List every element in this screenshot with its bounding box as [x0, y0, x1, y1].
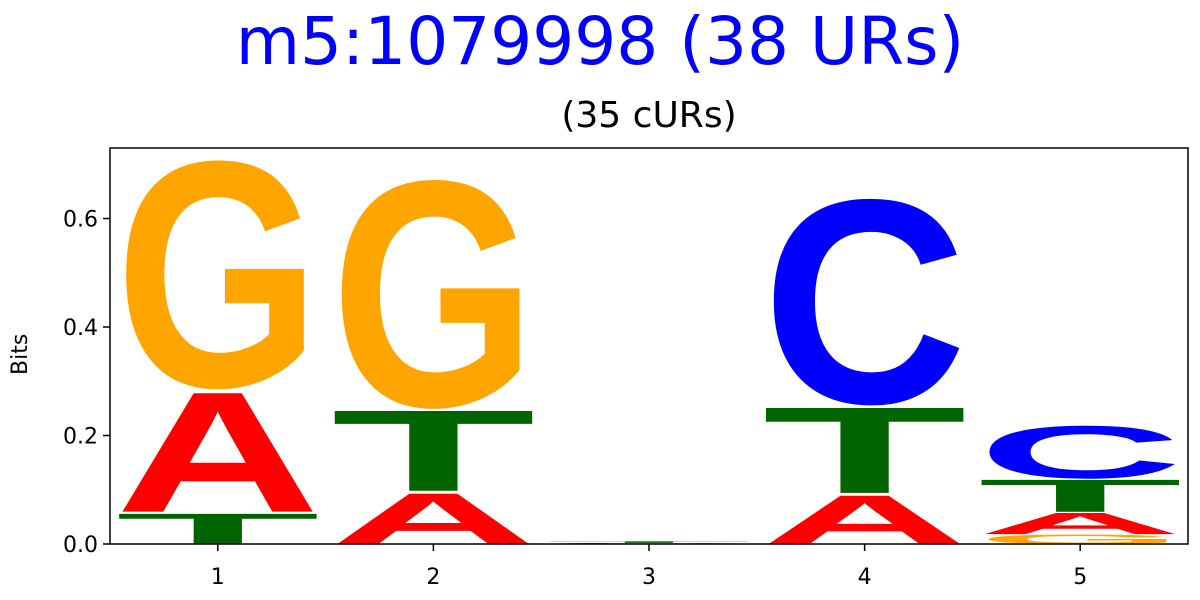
logo-letter-t: T	[547, 541, 752, 544]
logo-letter-t: T	[762, 381, 967, 519]
logo-letter-g: G	[115, 94, 320, 455]
x-tick-label: 1	[211, 565, 225, 590]
y-tick-label: 0.0	[63, 533, 98, 558]
x-tick-label: 5	[1073, 565, 1087, 590]
logo-letter-a: A	[115, 356, 320, 548]
x-tick-label: 2	[426, 565, 440, 590]
y-tick-label: 0.4	[63, 316, 98, 341]
logo-letter-g: G	[978, 532, 1183, 547]
y-tick-label: 0.2	[63, 425, 98, 450]
logo-letter-g: G	[331, 114, 536, 475]
logo-letter-c: C	[978, 410, 1183, 494]
chart-title: m5:1079998 (38 URs)	[235, 3, 965, 80]
x-axis: 1 2 3 4 5	[211, 544, 1087, 590]
y-axis: 0.0 0.2 0.4 0.6	[63, 208, 110, 558]
logo-letter-a: A	[978, 506, 1183, 540]
logo-letter-c: C	[762, 139, 967, 465]
logo-letter-t: T	[331, 386, 536, 515]
y-tick-label: 0.6	[63, 208, 98, 233]
logo-letter-t: T	[978, 470, 1183, 522]
x-tick-label: 3	[642, 565, 656, 590]
chart-subtitle: (35 cURs)	[561, 95, 737, 136]
x-tick-label: 4	[858, 565, 872, 590]
